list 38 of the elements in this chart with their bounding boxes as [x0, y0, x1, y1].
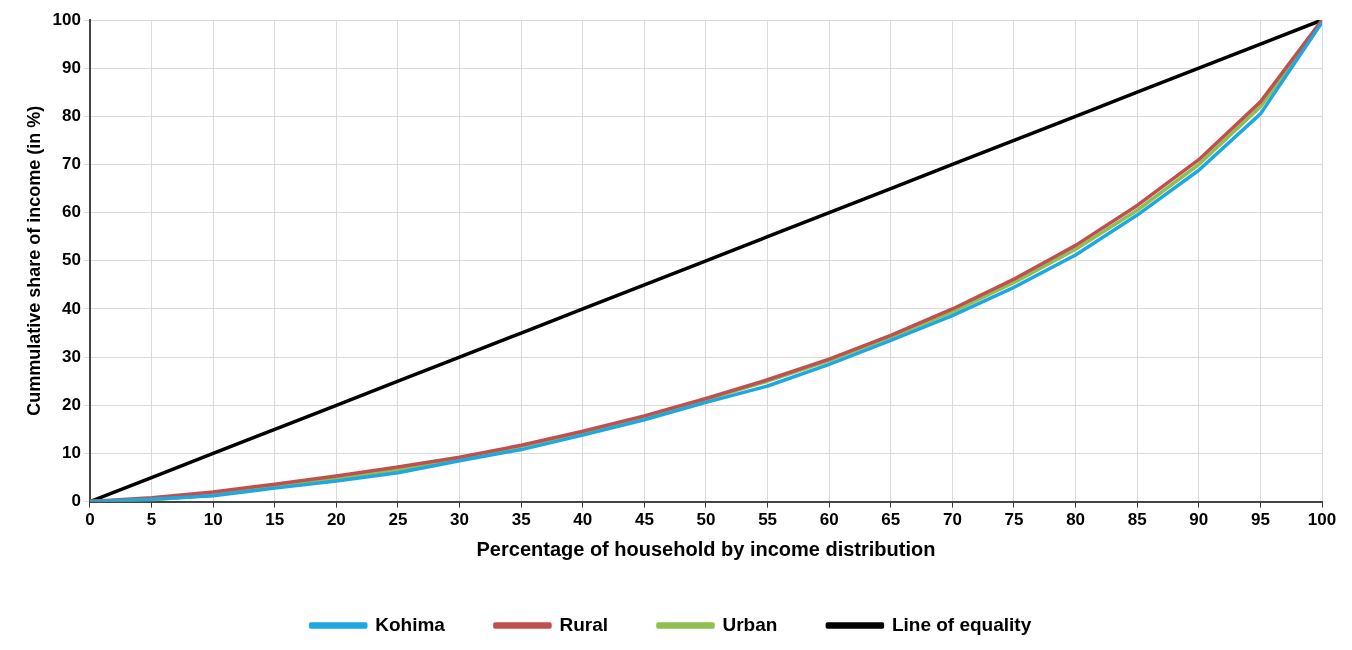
x-tick-label: 40: [573, 510, 593, 530]
x-tick-label: 5: [146, 510, 157, 530]
x-tick-label: 95: [1250, 510, 1270, 530]
x-tick-label: 45: [634, 510, 654, 530]
legend-label: Line of equality: [891, 613, 1032, 635]
legend-label: Kohima: [375, 613, 446, 635]
x-tick-label: 90: [1189, 510, 1209, 530]
y-tick-label: 30: [62, 346, 81, 366]
x-tick-label: 70: [942, 510, 962, 530]
x-tick-label: 75: [1004, 510, 1024, 530]
y-tick-label: 50: [62, 250, 81, 270]
legend-label: Urban: [722, 613, 778, 635]
x-tick-label: 50: [696, 510, 716, 530]
x-tick-label: 60: [819, 510, 839, 530]
x-tick-label: 55: [758, 510, 778, 530]
y-tick-label: 70: [62, 154, 81, 174]
x-tick-label: 25: [388, 510, 408, 530]
y-tick-label: 90: [62, 57, 81, 77]
x-tick-label: 80: [1066, 510, 1086, 530]
y-tick-label: 100: [52, 9, 81, 29]
x-tick-label: 15: [265, 510, 285, 530]
y-tick-label: 80: [62, 106, 81, 126]
x-tick-label: 20: [326, 510, 346, 530]
x-axis-title: Percentage of household by income distribution: [476, 537, 936, 560]
x-tick-label: 0: [85, 510, 95, 530]
y-tick-label: 0: [71, 491, 81, 511]
x-tick-label: 30: [450, 510, 470, 530]
x-tick-label: 35: [511, 510, 531, 530]
y-tick-label: 10: [62, 443, 81, 463]
y-tick-label: 60: [62, 202, 81, 222]
x-tick-label: 100: [1307, 510, 1337, 530]
y-axis-title: Cummulative share of income (in %): [23, 105, 44, 416]
y-tick-label: 40: [62, 298, 81, 318]
x-tick-label: 65: [881, 510, 901, 530]
legend-label: Rural: [559, 613, 609, 635]
y-tick-label: 20: [62, 394, 81, 414]
x-tick-label: 10: [203, 510, 223, 530]
x-tick-label: 85: [1127, 510, 1147, 530]
